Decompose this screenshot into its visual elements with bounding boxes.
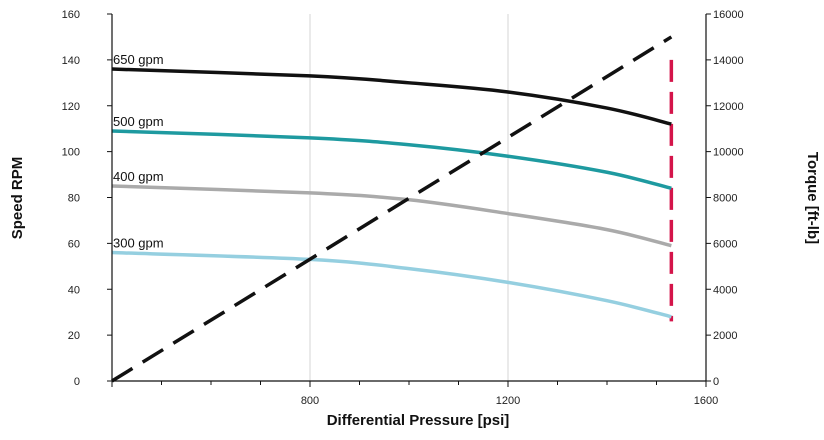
right-tick-label-0: 0 bbox=[713, 376, 719, 388]
series-650-gpm bbox=[111, 67, 672, 126]
right-tick-label-10000: 10000 bbox=[713, 147, 744, 159]
right-tick-label-4000: 4000 bbox=[713, 284, 737, 296]
x-tick-label-1200: 1200 bbox=[496, 395, 520, 407]
left-tick-label-80: 80 bbox=[68, 193, 80, 205]
x-axis-ticks: 800 1200 1600 bbox=[301, 395, 718, 407]
left-tick-label-40: 40 bbox=[68, 284, 80, 296]
series-500-gpm bbox=[111, 129, 672, 191]
left-tick-label-140: 140 bbox=[62, 55, 80, 67]
right-tick-label-2000: 2000 bbox=[713, 330, 737, 342]
right-tick-label-8000: 8000 bbox=[713, 193, 737, 205]
series-400-gpm bbox=[111, 184, 672, 248]
series-layer bbox=[111, 35, 673, 383]
series-label: 400 gpm bbox=[113, 169, 164, 184]
right-axis-ticks: 0 2000 4000 6000 8000 10000 12000 14000 16000 bbox=[706, 9, 744, 388]
right-tick-label-16000: 16000 bbox=[713, 9, 744, 21]
left-tick-label-60: 60 bbox=[68, 238, 80, 250]
series-300-gpm bbox=[111, 250, 672, 319]
right-axis-title: Torque [ft-lb] bbox=[804, 152, 821, 244]
left-tick-label-20: 20 bbox=[68, 330, 80, 342]
x-tick-label-1600: 1600 bbox=[694, 395, 718, 407]
left-tick-label-160: 160 bbox=[62, 9, 80, 21]
series-label: 300 gpm bbox=[113, 236, 164, 251]
left-tick-label-120: 120 bbox=[62, 101, 80, 113]
left-tick-label-100: 100 bbox=[62, 147, 80, 159]
left-axis-ticks: 0 20 40 60 80 100 120 140 160 bbox=[62, 9, 112, 388]
series-torque-line bbox=[111, 35, 673, 383]
series-label: 650 gpm bbox=[113, 52, 164, 67]
left-tick-label-0: 0 bbox=[74, 376, 80, 388]
left-axis-title: Speed RPM bbox=[9, 157, 26, 240]
x-tick-label-800: 800 bbox=[301, 395, 319, 407]
right-tick-label-6000: 6000 bbox=[713, 238, 737, 250]
series-label: 500 gpm bbox=[113, 114, 164, 129]
gridlines bbox=[309, 14, 509, 381]
right-tick-label-12000: 12000 bbox=[713, 101, 744, 113]
x-axis-title: Differential Pressure [psi] bbox=[327, 412, 510, 429]
right-tick-label-14000: 14000 bbox=[713, 55, 744, 67]
series-labels: 650 gpm 500 gpm 400 gpm 300 gpm bbox=[113, 52, 164, 251]
